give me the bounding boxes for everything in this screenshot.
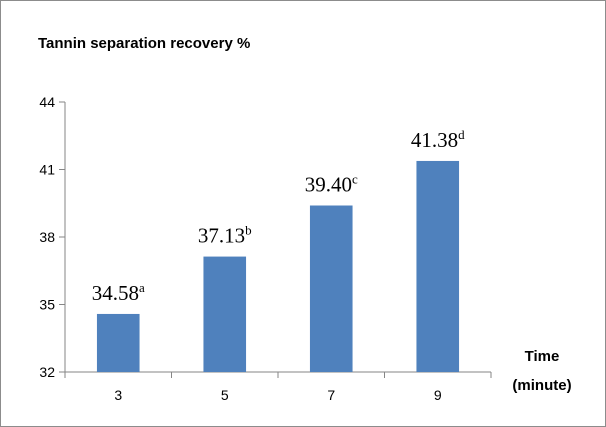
data-label-value: 37.13 (198, 224, 245, 248)
y-tick-label: 44 (39, 94, 55, 110)
significance-letter: a (139, 280, 145, 295)
data-label: 41.38d (411, 127, 465, 152)
x-axis-label: Time (minute) (512, 348, 572, 394)
significance-letter: d (458, 127, 465, 142)
chart-title: Tannin separation recovery % (38, 35, 251, 52)
bar-7 (309, 205, 353, 372)
bar-3 (96, 313, 140, 372)
bars (96, 160, 460, 372)
bar-9 (416, 160, 460, 372)
significance-letter: c (352, 172, 358, 187)
data-label: 34.58a (92, 280, 145, 305)
y-tick-label: 32 (39, 364, 55, 380)
data-label-value: 39.40 (305, 173, 352, 197)
data-labels: 34.58a 37.13b 39.40c 41.38d (92, 127, 465, 305)
significance-letter: b (245, 223, 252, 238)
x-tick-label: 3 (114, 387, 122, 403)
data-label-value: 34.58 (92, 281, 139, 305)
x-tick-label: 7 (327, 387, 335, 403)
data-label: 37.13b (198, 223, 252, 248)
data-label-value: 41.38 (411, 128, 458, 152)
x-tick-label: 9 (434, 387, 442, 403)
bar-5 (203, 256, 247, 372)
data-label: 39.40c (305, 172, 358, 197)
y-tick-label: 38 (39, 229, 55, 245)
y-tick-label: 35 (39, 297, 55, 313)
x-tick-label: 5 (221, 387, 229, 403)
y-tick-label: 41 (39, 162, 55, 178)
